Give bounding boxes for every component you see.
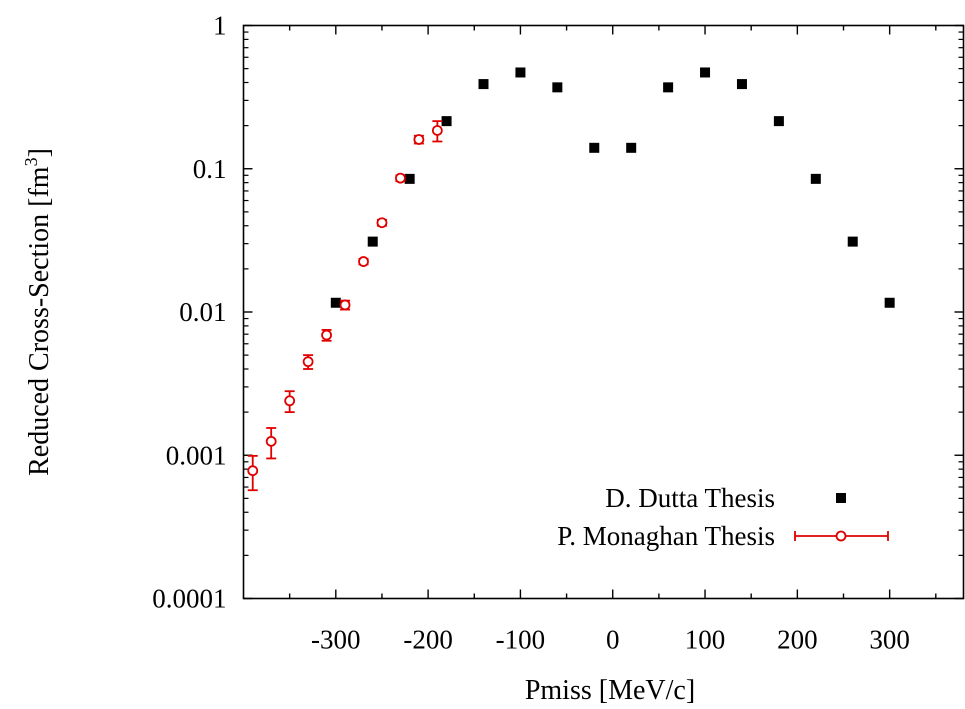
monaghan-point xyxy=(284,390,296,414)
monaghan-point xyxy=(302,354,314,370)
x-tick-label: 200 xyxy=(777,625,818,655)
dutta-point xyxy=(589,142,600,153)
dutta-point xyxy=(626,142,637,153)
x-tick-label: 0 xyxy=(606,625,620,655)
legend-label: D. Dutta Thesis xyxy=(605,483,775,513)
legend-circle-marker xyxy=(835,530,847,542)
dutta-point xyxy=(515,67,526,78)
dutta-point xyxy=(478,79,489,90)
y-tick-label: 0.1 xyxy=(193,154,227,184)
monaghan-marker xyxy=(376,217,388,229)
dutta-point xyxy=(441,116,452,127)
dutta-point xyxy=(552,82,563,93)
dutta-point xyxy=(847,236,858,247)
y-tick-label: 0.001 xyxy=(166,440,227,470)
monaghan-marker xyxy=(321,329,332,341)
x-axis-title: Pmiss [MeV/c] xyxy=(525,675,695,706)
data-marks xyxy=(247,67,895,492)
y-tick-label: 0.01 xyxy=(179,297,226,327)
legend-label: P. Monaghan Thesis xyxy=(557,521,775,551)
monaghan-marker xyxy=(302,356,314,368)
y-axis-title-main: Reduced Cross-Section [fm xyxy=(24,166,55,476)
monaghan-marker xyxy=(247,465,259,477)
legend-square-marker xyxy=(836,493,846,503)
x-tick-label: -300 xyxy=(311,625,361,655)
dutta-point xyxy=(884,297,895,308)
y-tick-label: 0.0001 xyxy=(152,584,226,614)
plot-frame xyxy=(242,24,965,600)
monaghan-point xyxy=(376,217,388,229)
y-tick-label: 1 xyxy=(213,11,227,41)
y-axis-title: Reduced Cross-Section [fm3] xyxy=(21,148,55,476)
monaghan-marker xyxy=(265,435,277,447)
monaghan-marker xyxy=(284,395,296,407)
x-tick-label: 300 xyxy=(869,625,910,655)
monaghan-marker xyxy=(358,256,369,267)
monaghan-point xyxy=(395,172,406,184)
y-axis-title-bracket: ] xyxy=(24,148,55,157)
x-tick-label: 100 xyxy=(685,625,726,655)
dutta-point xyxy=(330,297,341,308)
monaghan-marker xyxy=(431,125,443,136)
monaghan-point xyxy=(247,454,259,492)
x-tick-label: -200 xyxy=(403,625,453,655)
dutta-point xyxy=(736,79,747,90)
monaghan-marker xyxy=(395,172,406,184)
legend: D. Dutta Thesis P. Monaghan Thesis xyxy=(557,483,889,551)
dutta-point xyxy=(404,173,415,184)
monaghan-point xyxy=(321,328,332,342)
dutta-point xyxy=(810,173,821,184)
y-axis-title-superscript: 3 xyxy=(21,157,41,166)
monaghan-marker xyxy=(413,134,425,145)
x-tick-label: -100 xyxy=(496,625,546,655)
dutta-point xyxy=(663,82,674,93)
monaghan-point xyxy=(413,134,425,145)
dutta-point xyxy=(773,116,784,127)
axis-ticks xyxy=(243,24,964,600)
monaghan-point xyxy=(358,256,369,267)
monaghan-point xyxy=(265,427,277,460)
monaghan-point xyxy=(339,299,351,311)
monaghan-marker xyxy=(339,299,351,311)
y-tick-labels: 0.0001 0.001 0.01 0.1 1 xyxy=(152,11,226,614)
dutta-point xyxy=(700,67,711,78)
monaghan-point xyxy=(431,120,443,143)
dutta-point xyxy=(367,236,378,247)
x-tick-labels: -300 -200 -100 0 100 200 300 xyxy=(311,625,910,655)
